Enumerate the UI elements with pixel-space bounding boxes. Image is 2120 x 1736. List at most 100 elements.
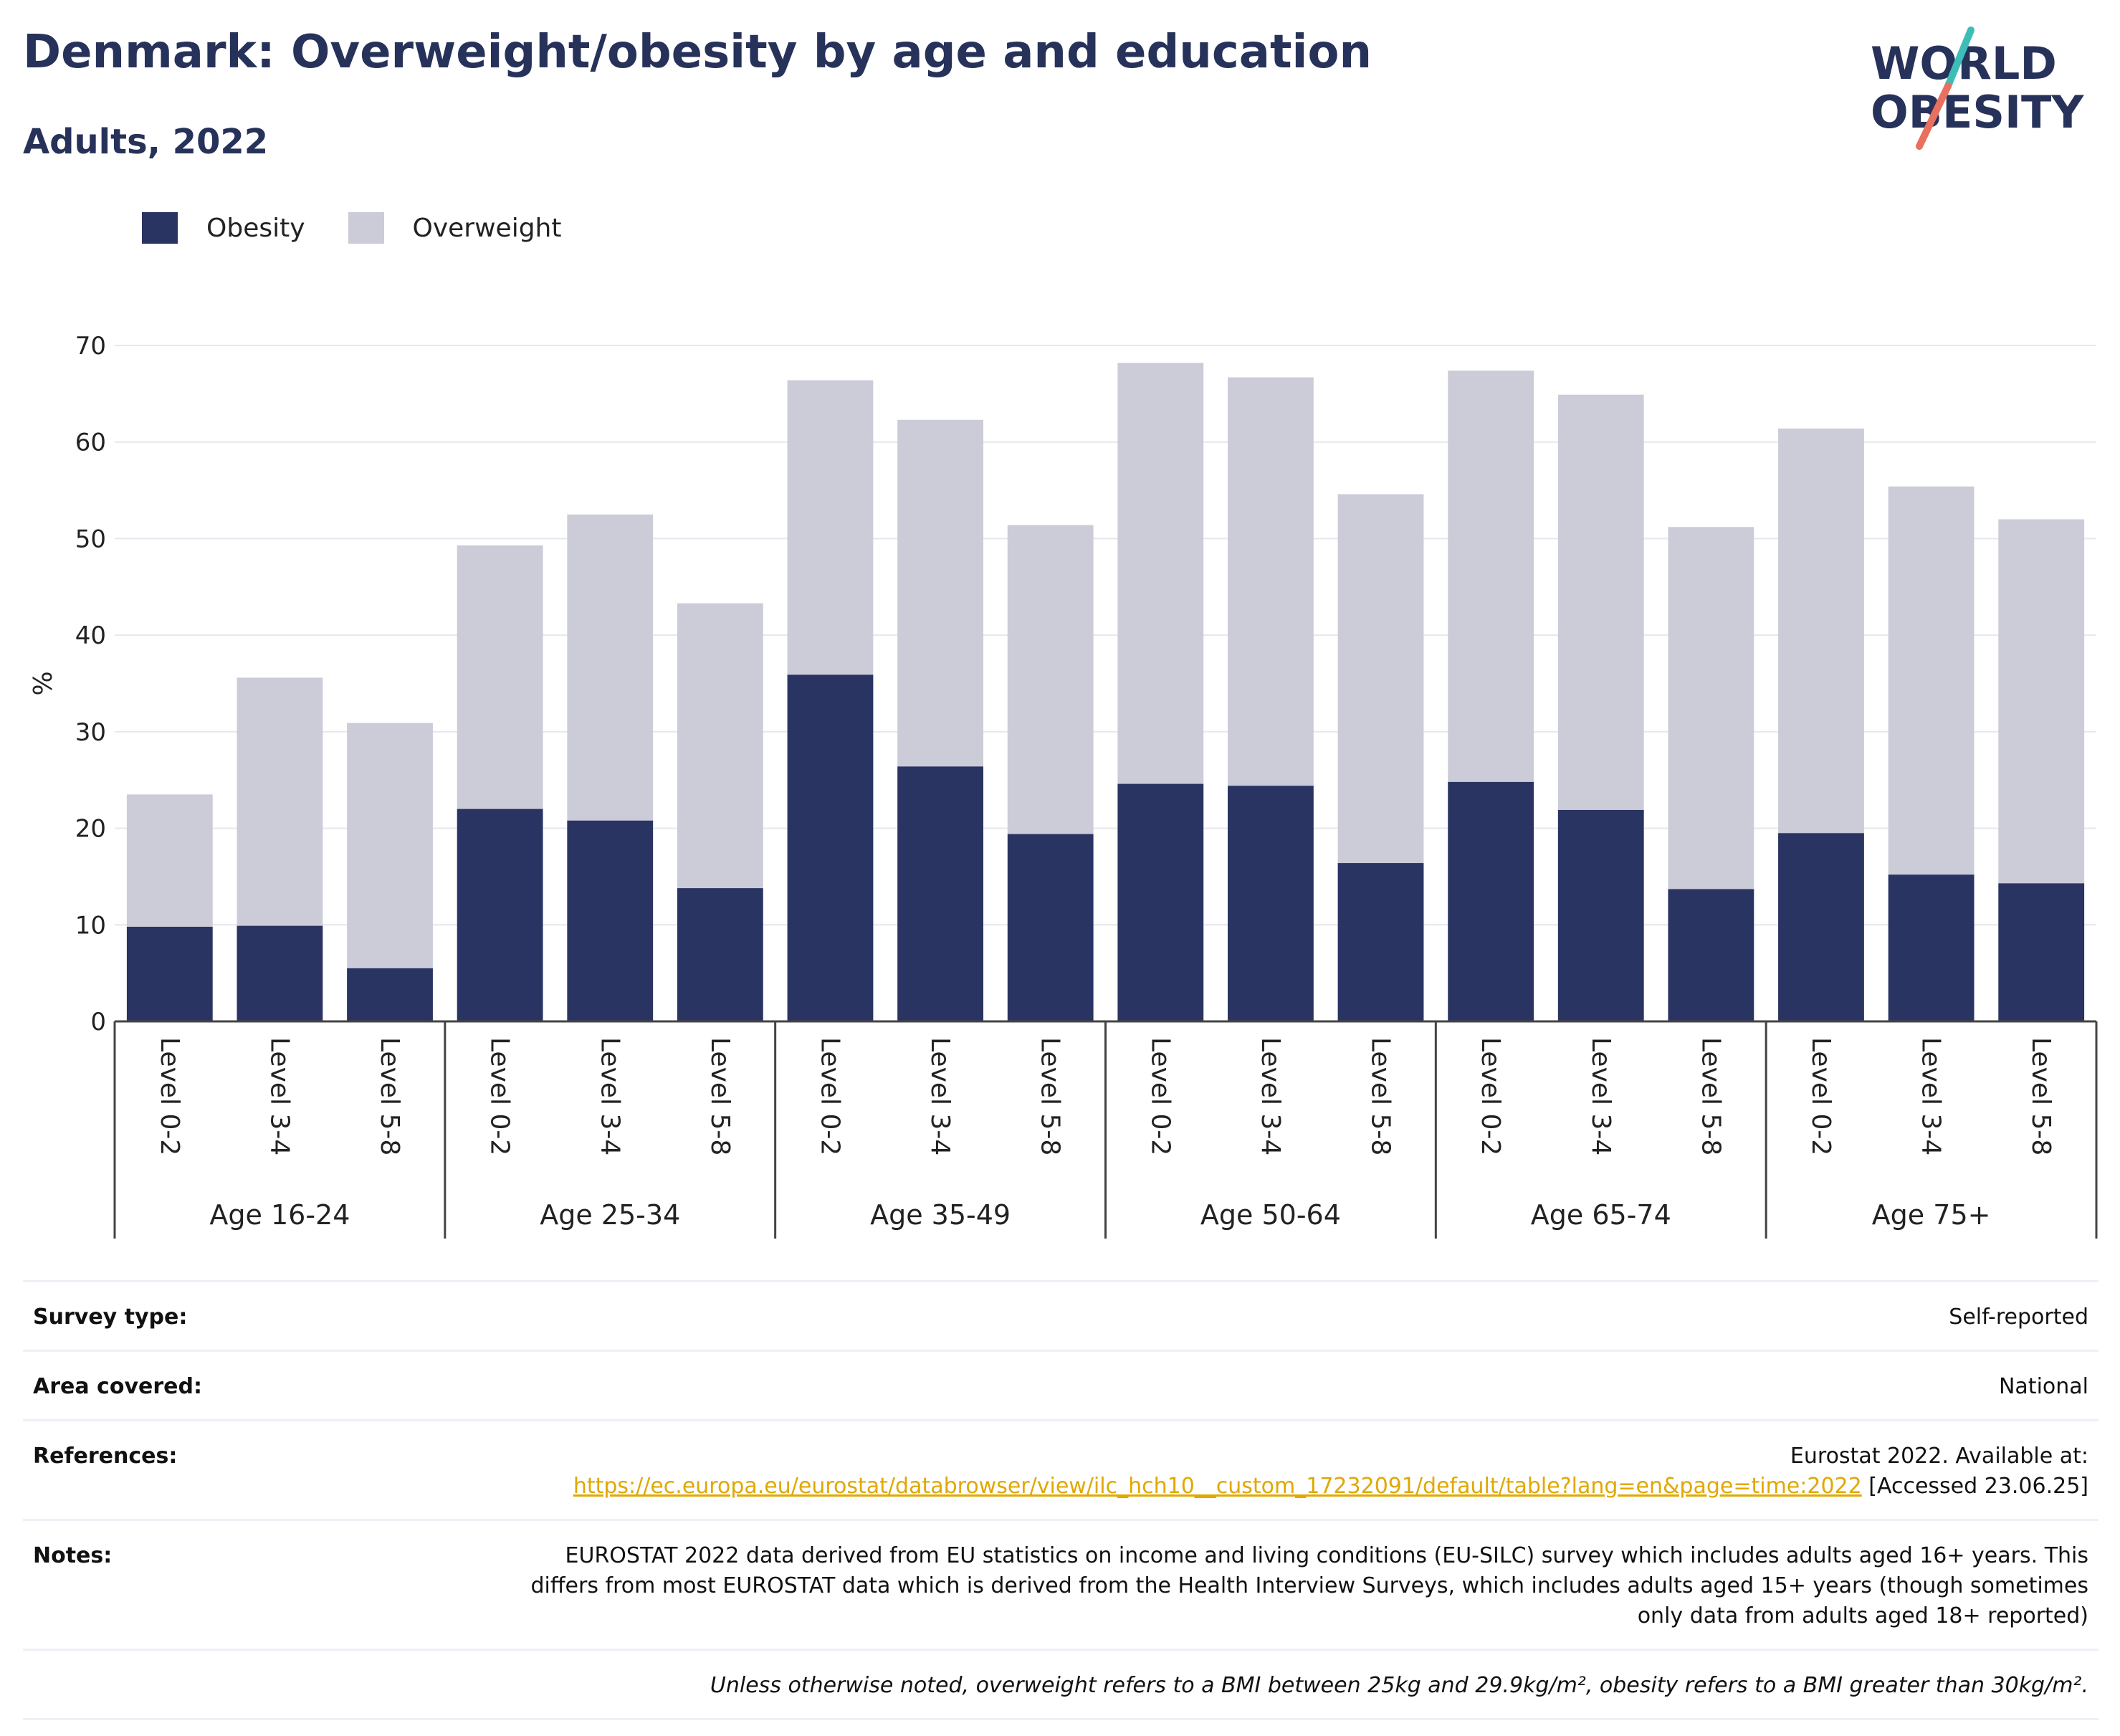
- x-tick-label: Level 0-2: [815, 1037, 844, 1155]
- bar-overweight: [787, 380, 874, 675]
- y-tick-label: 40: [75, 621, 106, 650]
- x-tick-label: Level 5-8: [2026, 1037, 2055, 1155]
- y-tick-label: 60: [75, 429, 106, 457]
- group-label: Age 50-64: [1200, 1199, 1341, 1231]
- meta-value-area: National: [1998, 1374, 2088, 1399]
- bar-obesity: [1998, 883, 2085, 1021]
- references-text: Eurostat 2022. Available at:: [1790, 1444, 2088, 1469]
- x-tick-label: Level 0-2: [155, 1037, 184, 1155]
- x-tick-label: Level 0-2: [1476, 1037, 1505, 1155]
- bar-overweight: [457, 545, 543, 809]
- x-tick-label: Level 5-8: [1036, 1037, 1065, 1155]
- meta-row-survey-type: Survey type: Self-reported: [23, 1282, 2098, 1352]
- meta-value-survey-type: Self-reported: [1949, 1305, 2088, 1330]
- x-tick-label: Level 5-8: [705, 1037, 735, 1155]
- references-link[interactable]: https://ec.europa.eu/eurostat/databrowse…: [573, 1474, 1862, 1499]
- bar-overweight: [1778, 428, 1864, 834]
- meta-footnote: Unless otherwise noted, overweight refer…: [710, 1673, 2088, 1698]
- y-tick-label: 0: [90, 1008, 106, 1036]
- meta-row-notes: Notes: EUROSTAT 2022 data derived from E…: [23, 1521, 2098, 1651]
- bar-overweight: [1117, 363, 1204, 784]
- meta-row-references: References: Eurostat 2022. Available at:…: [23, 1421, 2098, 1521]
- logo-line-2: OBESITY: [1871, 86, 2084, 138]
- bar-overweight: [126, 794, 213, 927]
- world-obesity-logo: WORLD OBESITY: [1871, 27, 2084, 150]
- x-tick-label: Level 3-4: [264, 1037, 294, 1155]
- bar-obesity: [897, 766, 983, 1021]
- meta-label-survey-type: Survey type:: [33, 1305, 188, 1330]
- bar-overweight: [1448, 371, 1534, 782]
- legend-label-overweight: Overweight: [412, 213, 562, 243]
- meta-label-references: References:: [33, 1444, 178, 1469]
- bar-obesity: [1668, 889, 1754, 1021]
- bar-overweight: [1998, 519, 2085, 884]
- bar-overweight: [897, 419, 983, 767]
- y-tick-label: 70: [75, 332, 106, 361]
- x-tick-label: Level 0-2: [1145, 1037, 1175, 1155]
- y-tick-label: 20: [75, 815, 106, 844]
- chart-legend: Obesity Overweight: [142, 212, 604, 244]
- group-label: Age 75+: [1872, 1199, 1991, 1231]
- x-tick-label: Level 5-8: [1696, 1037, 1725, 1155]
- bar-obesity: [677, 888, 763, 1021]
- bar-obesity: [457, 809, 543, 1021]
- bar-obesity: [1117, 783, 1204, 1021]
- bar-overweight: [347, 722, 433, 968]
- bar-obesity: [1448, 781, 1534, 1021]
- y-tick-label: 30: [75, 718, 106, 747]
- bar-obesity: [1007, 834, 1094, 1021]
- bar-overweight: [677, 603, 763, 889]
- references-accessed: [Accessed 23.06.25]: [1868, 1474, 2088, 1499]
- meta-row-footnote: Unless otherwise noted, overweight refer…: [23, 1651, 2098, 1720]
- bar-obesity: [787, 674, 874, 1021]
- bar-obesity: [567, 820, 654, 1021]
- group-label: Age 25-34: [540, 1199, 680, 1231]
- logo-slash-bottom: [1916, 82, 1952, 150]
- x-tick-label: Level 0-2: [1806, 1037, 1835, 1155]
- group-label: Age 16-24: [209, 1199, 350, 1231]
- x-tick-label: Level 3-4: [1586, 1037, 1615, 1155]
- legend-swatch-overweight: [348, 212, 384, 244]
- x-tick-label: Level 0-2: [485, 1037, 515, 1155]
- bar-overweight: [1228, 377, 1314, 786]
- meta-value-notes: EUROSTAT 2022 data derived from EU stati…: [530, 1543, 2089, 1628]
- bar-obesity: [1228, 786, 1314, 1021]
- legend-swatch-obesity: [142, 212, 178, 244]
- bar-overweight: [1888, 486, 1975, 875]
- page-title: Denmark: Overweight/obesity by age and e…: [23, 26, 1372, 79]
- logo-slash-top: [1944, 27, 1975, 90]
- meta-label-area: Area covered:: [33, 1374, 202, 1399]
- meta-value-references: Eurostat 2022. Available at: https://ec.…: [434, 1441, 2088, 1502]
- group-label: Age 35-49: [870, 1199, 1011, 1231]
- x-tick-label: Level 3-4: [1256, 1037, 1285, 1155]
- bar-obesity: [237, 925, 323, 1021]
- page-subtitle: Adults, 2022: [23, 122, 269, 162]
- x-tick-label: Level 3-4: [595, 1037, 624, 1155]
- bar-obesity: [1557, 809, 1644, 1021]
- y-tick-label: 10: [75, 911, 106, 940]
- bar-overweight: [1668, 527, 1754, 890]
- bar-obesity: [347, 968, 433, 1021]
- bar-overweight: [237, 677, 323, 926]
- bar-obesity: [1337, 863, 1424, 1021]
- legend-label-obesity: Obesity: [206, 213, 305, 243]
- y-tick-label: 50: [75, 525, 106, 553]
- legend-item-obesity[interactable]: Obesity: [142, 212, 305, 244]
- bar-obesity: [126, 926, 213, 1021]
- x-tick-label: Level 3-4: [925, 1037, 955, 1155]
- metadata-table: Survey type: Self-reported Area covered:…: [23, 1280, 2098, 1720]
- bar-obesity: [1778, 833, 1864, 1021]
- meta-row-area: Area covered: National: [23, 1352, 2098, 1421]
- bar-chart: 0 10 20 30 40 50 60 70% Level 0-2 Level 3-4 Level …: [29, 332, 2098, 1239]
- legend-item-overweight[interactable]: Overweight: [348, 212, 562, 244]
- x-tick-label: Level 5-8: [1366, 1037, 1395, 1155]
- y-axis-label: %: [29, 671, 58, 695]
- meta-label-notes: Notes:: [33, 1543, 113, 1568]
- x-tick-label: Level 5-8: [375, 1037, 404, 1155]
- bar-obesity: [1888, 874, 1975, 1021]
- x-tick-label: Level 3-4: [1916, 1037, 1946, 1155]
- group-label: Age 65-74: [1531, 1199, 1671, 1231]
- bar-overweight: [1007, 525, 1094, 834]
- bar-overweight: [1337, 494, 1424, 864]
- bar-overweight: [567, 514, 654, 821]
